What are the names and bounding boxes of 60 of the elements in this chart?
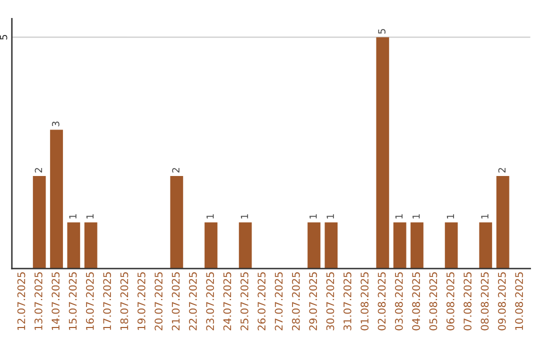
x-tick-label: 31.07.2025 bbox=[343, 272, 352, 330]
data-label: 1 bbox=[69, 214, 76, 218]
x-tick-label: 29.07.2025 bbox=[309, 272, 318, 330]
x-tick-label: 10.08.2025 bbox=[515, 272, 524, 330]
data-label: 2 bbox=[172, 168, 180, 173]
x-tick-label: 21.07.2025 bbox=[172, 272, 180, 330]
x-tick-label: 12.07.2025 bbox=[17, 272, 26, 330]
bar bbox=[410, 222, 424, 269]
bar bbox=[170, 176, 184, 269]
bar bbox=[324, 222, 338, 269]
bar bbox=[376, 37, 390, 269]
x-tick-label: 24.07.2025 bbox=[223, 272, 232, 330]
x-tick-label: 05.08.2025 bbox=[429, 272, 438, 330]
data-label: 1 bbox=[481, 214, 488, 218]
bar bbox=[444, 222, 458, 269]
data-label: 5 bbox=[378, 29, 386, 34]
data-label: 1 bbox=[240, 214, 248, 218]
x-tick-label: 16.07.2025 bbox=[86, 272, 94, 330]
x-tick-label: 28.07.2025 bbox=[292, 272, 300, 330]
x-tick-label: 04.08.2025 bbox=[412, 272, 420, 330]
x-tick-label: 13.07.2025 bbox=[34, 272, 42, 330]
x-tick-label: 09.08.2025 bbox=[498, 272, 506, 330]
x-tick-label: 02.08.2025 bbox=[378, 272, 386, 330]
x-tick-label: 26.07.2025 bbox=[258, 272, 266, 330]
bar bbox=[393, 222, 406, 269]
data-label: 2 bbox=[498, 168, 506, 173]
data-label: 1 bbox=[395, 214, 403, 218]
bar bbox=[238, 222, 252, 269]
bar bbox=[308, 222, 320, 269]
x-tick-label: 08.08.2025 bbox=[480, 272, 489, 330]
data-label: 1 bbox=[310, 214, 317, 218]
x-tick-label: 15.07.2025 bbox=[68, 272, 77, 330]
x-tick-label: 01.08.2025 bbox=[360, 272, 369, 330]
x-tick-label: 23.07.2025 bbox=[206, 272, 214, 330]
bar bbox=[84, 222, 98, 269]
x-tick-label: 06.08.2025 bbox=[446, 272, 454, 330]
x-tick-label: 03.08.2025 bbox=[394, 272, 403, 330]
x-tick-label: 18.07.2025 bbox=[120, 272, 128, 330]
data-label: 1 bbox=[326, 214, 334, 218]
data-label: 3 bbox=[52, 122, 60, 126]
bar bbox=[204, 222, 218, 269]
data-label: 1 bbox=[206, 214, 214, 218]
bar bbox=[479, 222, 492, 269]
data-label: 1 bbox=[86, 214, 94, 218]
data-label: 1 bbox=[446, 214, 454, 218]
x-tick-label: 30.07.2025 bbox=[326, 272, 334, 330]
x-tick-label: 14.07.2025 bbox=[52, 272, 60, 330]
data-label: 1 bbox=[412, 214, 420, 218]
bar bbox=[32, 176, 46, 269]
x-tick-label: 27.07.2025 bbox=[274, 272, 283, 330]
x-tick-label: 22.07.2025 bbox=[188, 272, 197, 330]
x-tick-label: 25.07.2025 bbox=[240, 272, 248, 330]
x-tick-label: 19.07.2025 bbox=[137, 272, 146, 330]
bar bbox=[496, 176, 510, 269]
x-tick-label: 07.08.2025 bbox=[464, 272, 472, 330]
bar bbox=[67, 222, 80, 269]
x-tick-label: 20.07.2025 bbox=[154, 272, 163, 330]
x-tick-label: 17.07.2025 bbox=[103, 272, 112, 330]
bar bbox=[50, 130, 63, 269]
data-label: 2 bbox=[34, 168, 42, 173]
